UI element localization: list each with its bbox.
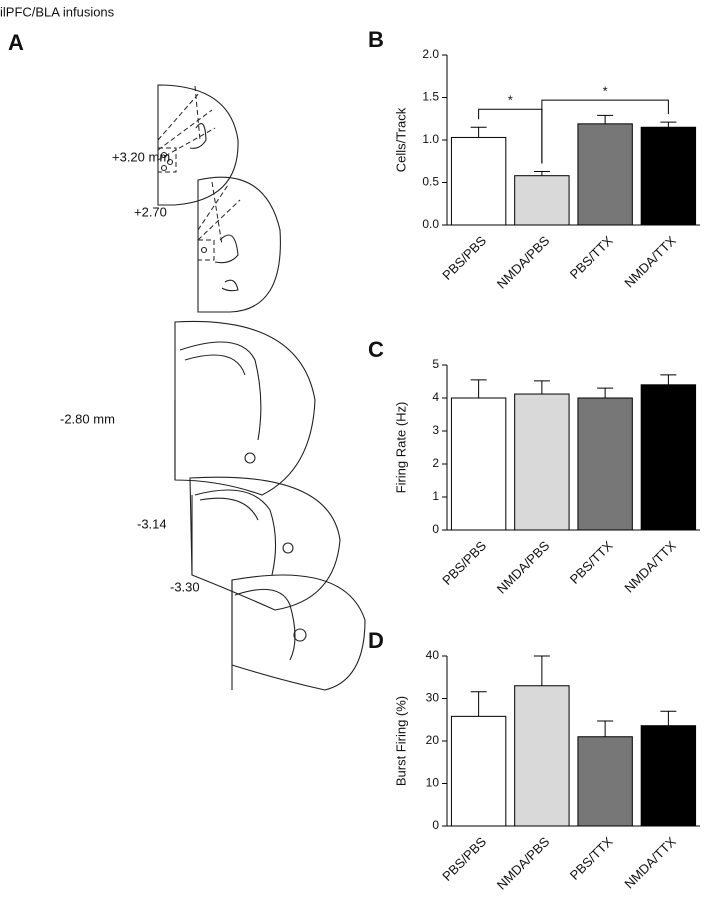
y-tick-label: 0 (432, 522, 439, 536)
y-tick-label: 5 (432, 357, 439, 371)
bar (640, 725, 697, 827)
x-tick-label: NMDA/PBS (494, 233, 553, 292)
y-tick-label: 1.0 (422, 132, 439, 146)
significance-bracket (541, 99, 669, 164)
x-tick-label: NMDA/PBS (494, 834, 553, 893)
bar (450, 715, 507, 827)
section-label: -2.80 mm (60, 411, 115, 426)
y-tick-label: 30 (426, 691, 440, 705)
y-tick-label: 0 (432, 818, 439, 832)
y-tick-label: 40 (426, 648, 440, 662)
y-tick-label: 1 (432, 489, 439, 503)
x-tick-label: PBS/TTX (567, 538, 616, 587)
section-label: +2.70 (134, 204, 167, 219)
bar (577, 397, 633, 531)
section-label: -3.30 (170, 579, 200, 594)
bar (450, 397, 507, 531)
x-tick-label: NMDA/PBS (494, 538, 553, 597)
x-tick-label: NMDA/TTX (621, 834, 679, 892)
brain-sections (157, 84, 366, 691)
x-tick-label: NMDA/TTX (621, 233, 679, 291)
x-tick-label: NMDA/TTX (621, 538, 679, 596)
bar (514, 175, 570, 226)
bar (514, 393, 570, 531)
y-tick-label: 1.5 (422, 90, 439, 104)
figure-title: ilPFC/BLA infusions (0, 4, 115, 19)
panel-letter: C (368, 337, 384, 362)
x-tick-label: PBS/PBS (439, 538, 489, 588)
y-axis-label: Cells/Track (393, 107, 408, 172)
significance-label: * (603, 84, 608, 99)
bar (640, 384, 697, 531)
x-tick-label: PBS/TTX (567, 233, 616, 282)
x-tick-label: PBS/PBS (439, 233, 489, 283)
x-tick-label: PBS/PBS (439, 834, 489, 884)
y-axis-label: Burst Firing (%) (393, 696, 408, 786)
bar (577, 736, 633, 827)
y-tick-label: 2.0 (422, 47, 439, 61)
section-label: -3.14 (137, 516, 167, 531)
y-tick-label: 4 (432, 390, 439, 404)
x-tick-label: PBS/TTX (567, 834, 616, 883)
significance-label: * (508, 93, 513, 108)
y-tick-label: 0.0 (422, 217, 439, 231)
y-axis-label: Firing Rate (Hz) (393, 402, 408, 494)
y-tick-label: 0.5 (422, 175, 439, 189)
bar (514, 685, 570, 827)
panel-letter: D (368, 628, 384, 653)
y-tick-label: 2 (432, 456, 439, 470)
y-tick-label: 20 (426, 733, 440, 747)
bar (577, 123, 633, 226)
y-tick-label: 3 (432, 423, 439, 437)
bar (450, 136, 507, 226)
bar (640, 126, 697, 226)
y-tick-label: 10 (426, 776, 440, 790)
section-label: +3.20 mm (112, 149, 170, 164)
panel-letter: A (8, 30, 24, 55)
panel-letter: B (368, 27, 384, 52)
